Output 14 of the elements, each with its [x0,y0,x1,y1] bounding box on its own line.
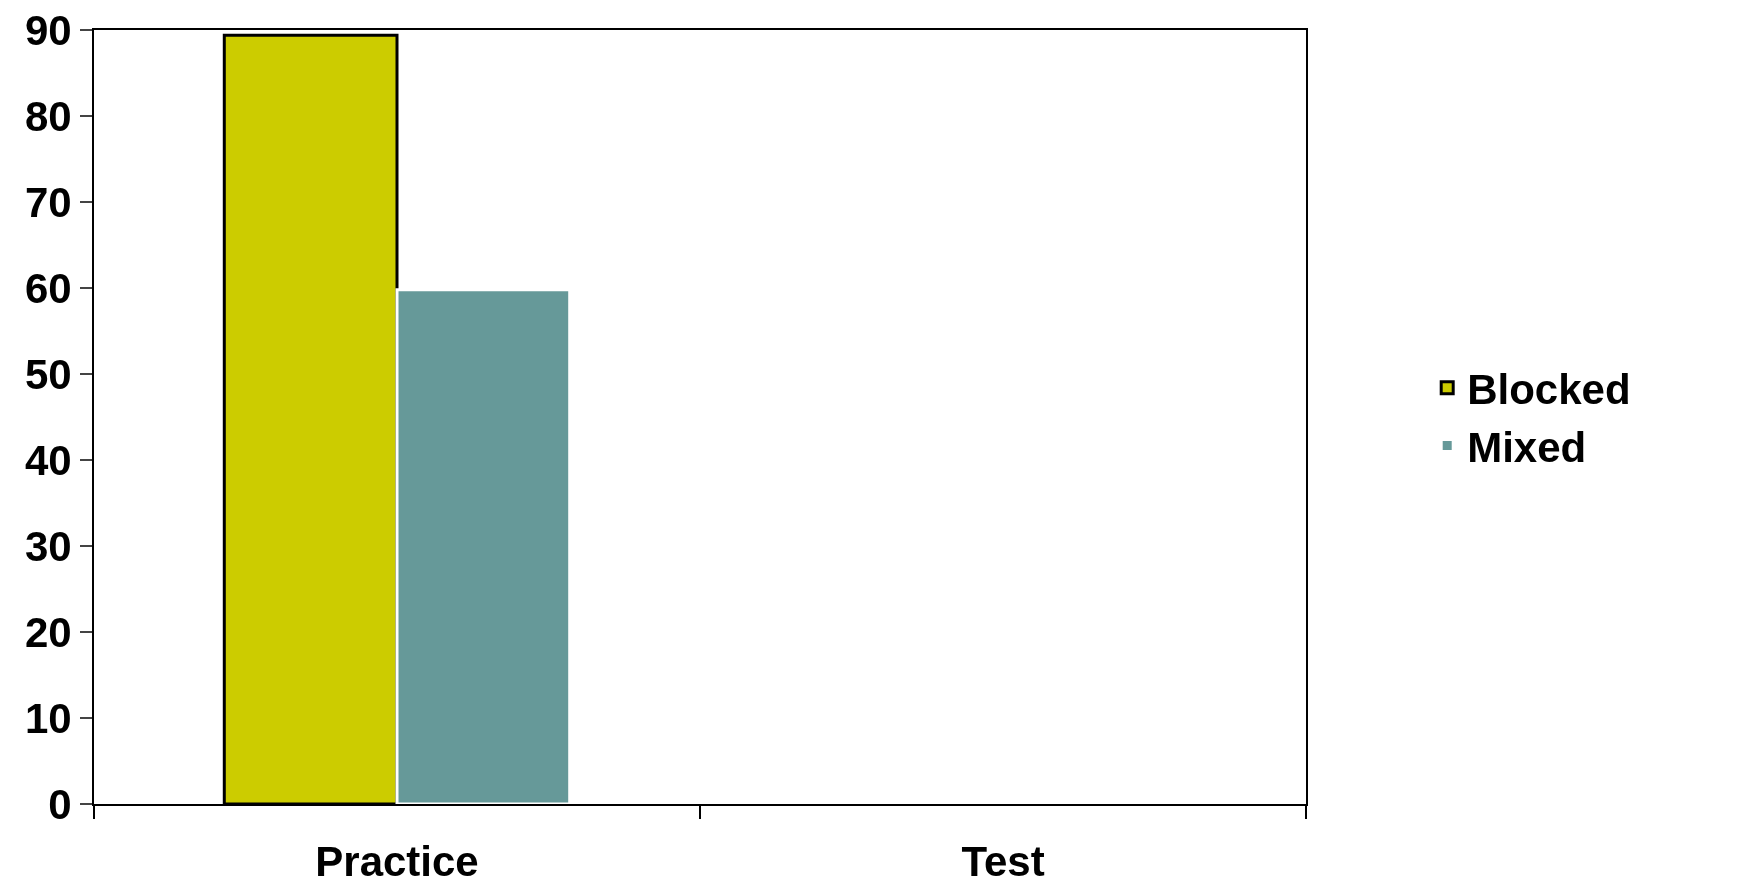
y-tick-label: 50 [24,350,72,398]
y-tick-label: 90 [24,6,72,54]
y-tick-label: 70 [24,178,72,226]
x-tick-label: Practice [315,838,479,886]
x-tick-label: Test [961,838,1045,886]
y-tick-label: 0 [48,780,72,828]
y-tick-label: 80 [24,92,72,140]
y-tick-label: 10 [24,694,72,742]
y-tick-label: 20 [24,608,72,656]
y-tick-label: 30 [24,522,72,570]
legend-label: Blocked [1467,366,1631,414]
y-tick-label: 60 [24,264,72,312]
y-tick-label: 40 [24,436,72,484]
legend-label: Mixed [1467,423,1587,471]
